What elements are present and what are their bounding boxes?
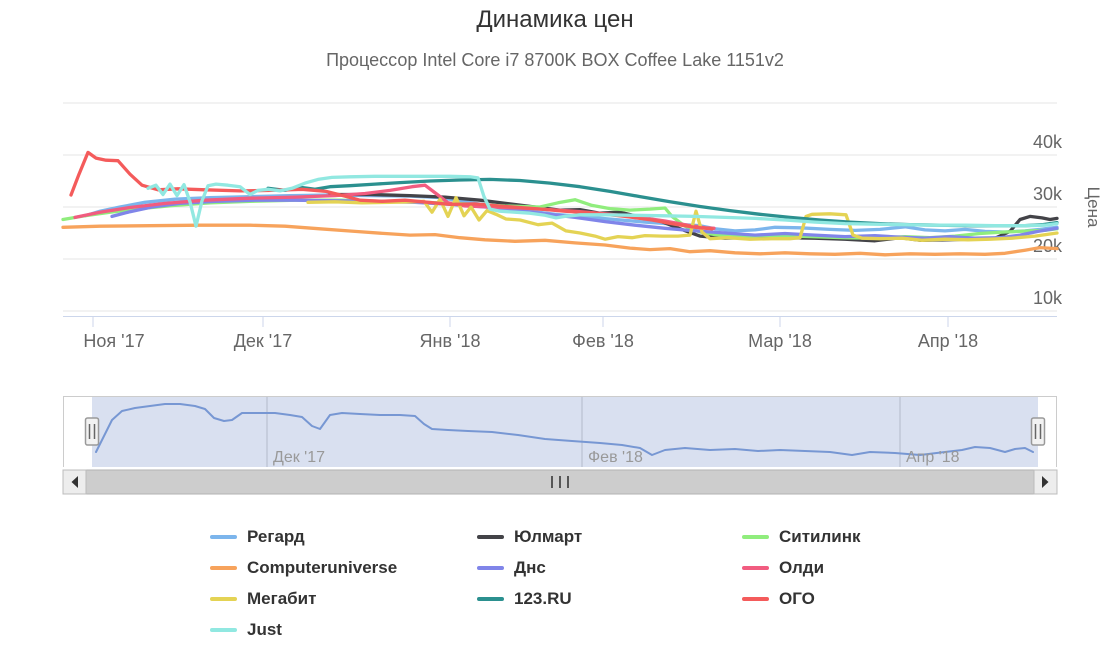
y-axis-label: 30k — [1033, 184, 1063, 204]
legend-item-Ситилинк[interactable]: Ситилинк — [742, 526, 972, 548]
legend-label: Регард — [247, 527, 305, 546]
legend-line-symbol — [742, 535, 769, 539]
legend-line-symbol — [477, 535, 504, 539]
legend-item-Регард[interactable]: Регард — [210, 526, 477, 548]
navigator-selected-range[interactable] — [92, 397, 1038, 467]
legend-label: Днс — [514, 558, 546, 577]
legend-item-Юлмарт[interactable]: Юлмарт — [477, 526, 742, 548]
x-axis-label: Апр '18 — [918, 331, 978, 351]
navigator-gridlines — [266, 397, 901, 467]
arrow-right-icon — [1042, 476, 1049, 488]
navigator-series — [95, 403, 1034, 456]
y-axis-label: 40k — [1033, 132, 1063, 152]
navigator-axis-label: Дек '17 — [273, 449, 325, 466]
legend-item-123.RU[interactable]: 123.RU — [477, 588, 742, 610]
legend-item-Мегабит[interactable]: Мегабит — [210, 588, 477, 610]
arrow-left-icon — [71, 476, 78, 488]
x-axis-label: Фев '18 — [572, 331, 634, 351]
scrollbar-left-button[interactable] — [62, 469, 87, 495]
scrollbar[interactable] — [62, 469, 1058, 495]
legend-label: Юлмарт — [514, 527, 583, 546]
legend-item-ОГО[interactable]: ОГО — [742, 588, 972, 610]
series-lines — [61, 150, 1059, 257]
legend-label: Just — [247, 620, 282, 639]
legend-line-symbol — [742, 566, 769, 570]
series-line-Днс[interactable] — [110, 198, 1059, 240]
legend-line-symbol — [477, 566, 504, 570]
series-line-Ситилинк[interactable] — [61, 198, 1059, 240]
navigator-axis-label: Фев '18 — [588, 449, 643, 466]
navigator-mask[interactable] — [92, 397, 1038, 467]
legend-label: Computeruniverse — [247, 558, 398, 577]
stock-chart-canvas: 40k 30k 20k 10k Ноя '17 Дек '17 Янв '18 Фев '1… — [61, 102, 1103, 495]
legend-label: 123.RU — [514, 589, 572, 608]
y-axis-label: 10k — [1033, 288, 1063, 308]
axes: Ноя '17 Дек '17 Янв '18 Фев '18 Мар '18 Апр '… — [63, 316, 1057, 351]
chart-title: Динамика цен — [476, 6, 634, 33]
legend-line-symbol — [210, 628, 237, 632]
series-line-Мегабит[interactable] — [306, 195, 1059, 242]
x-axis-label: Ноя '17 — [83, 331, 144, 351]
x-axis-label: Янв '18 — [420, 331, 481, 351]
navigator-axis-labels: Дек '17 Фев '18 Апр '18 — [273, 449, 960, 466]
gridlines: 40k 30k 20k 10k — [63, 102, 1063, 312]
navigator-handle-left[interactable] — [84, 417, 100, 446]
y-axis-title: Цена — [1084, 187, 1103, 228]
navigator[interactable]: Дек '17 Фев '18 Апр '18 — [63, 396, 1057, 468]
x-axis-label: Дек '17 — [234, 331, 293, 351]
legend-line-symbol — [210, 535, 237, 539]
legend-line-symbol — [477, 597, 504, 601]
legend-line-symbol — [742, 597, 769, 601]
series-line-Computeruniverse[interactable] — [61, 223, 1059, 257]
navigator-handle-right[interactable] — [1030, 417, 1046, 446]
legend-label: Мегабит — [247, 589, 317, 608]
navigator-axis-label: Апр '18 — [906, 449, 960, 466]
y-axis-label: 20k — [1033, 236, 1063, 256]
legend-item-Computeruniverse[interactable]: Computeruniverse — [210, 557, 477, 579]
legend-item-Олди[interactable]: Олди — [742, 557, 972, 579]
legend-item-Днс[interactable]: Днс — [477, 557, 742, 579]
x-axis-label: Мар '18 — [748, 331, 812, 351]
legend-label: ОГО — [779, 589, 815, 608]
legend-line-symbol — [210, 597, 237, 601]
legend-label: Ситилинк — [779, 527, 861, 546]
scrollbar-thumb-grip-icon — [551, 476, 569, 488]
chart-subtitle: Процессор Intel Core i7 8700K BOX Coffee… — [326, 50, 784, 70]
legend-label: Олди — [779, 558, 825, 577]
series-line-Just[interactable] — [146, 174, 1059, 228]
scrollbar-right-button[interactable] — [1033, 469, 1058, 495]
legend: Регард Юлмарт Ситилинк Computeruniverse Днс О… — [210, 526, 972, 641]
legend-item-Just[interactable]: Just — [210, 619, 477, 641]
navigator-series-line — [95, 403, 1034, 456]
legend-line-symbol — [210, 566, 237, 570]
